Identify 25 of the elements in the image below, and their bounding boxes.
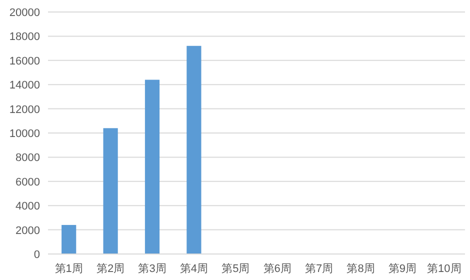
y-tick-label: 2000 [16, 224, 40, 237]
x-tick-label: 第5周 [222, 263, 250, 275]
x-tick-label: 第7周 [304, 263, 334, 275]
x-tick-label: 第6周 [263, 263, 292, 275]
bar [186, 46, 202, 254]
x-tick-label: 第8周 [346, 263, 375, 275]
y-tick-label: 12000 [9, 104, 40, 116]
y-tick-label: 16000 [9, 55, 40, 68]
x-tick-label: 第10周 [427, 263, 462, 275]
y-tick-label: 20000 [9, 7, 40, 19]
y-tick-label: 14000 [9, 80, 40, 92]
bar [144, 80, 160, 254]
x-tick-label: 第2周 [96, 263, 125, 275]
y-tick-label: 18000 [9, 31, 40, 44]
y-tick-label: 10000 [9, 128, 40, 140]
y-tick-label: 8000 [16, 152, 40, 164]
x-tick-label: 第4周 [180, 263, 208, 275]
x-tick-label: 第3周 [138, 263, 166, 275]
bar [62, 224, 76, 254]
bar [103, 128, 118, 254]
x-tick-label: 第9周 [388, 263, 417, 275]
y-tick-label: 6000 [16, 176, 40, 188]
y-tick-label: 0 [34, 249, 40, 261]
y-tick-label: 4000 [16, 200, 40, 213]
x-tick-label: 第1周 [54, 263, 83, 275]
